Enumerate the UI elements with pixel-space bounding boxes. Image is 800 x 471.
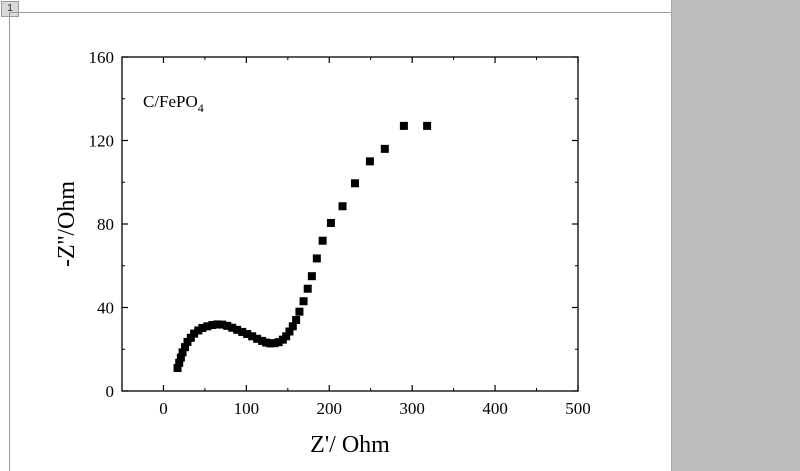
nyquist-plot: 0 100 200 300 400 500 0 40 80 120 160 C/FePO4 Z'/ …: [54, 48, 591, 458]
sample-annotation[interactable]: C/FePO4: [143, 92, 204, 115]
data-point[interactable]: [262, 338, 271, 347]
workspace-background: [672, 0, 800, 471]
data-point[interactable]: [285, 327, 294, 336]
data-point[interactable]: [178, 348, 187, 357]
data-point[interactable]: [303, 284, 312, 293]
data-point[interactable]: [213, 320, 222, 329]
x-tick-label: 500: [565, 399, 591, 418]
data-point[interactable]: [176, 353, 185, 362]
x-tick-label: 0: [159, 399, 168, 418]
data-point[interactable]: [223, 321, 232, 330]
y-tick-label: 160: [89, 48, 115, 67]
data-points: [173, 121, 432, 373]
data-point[interactable]: [228, 323, 237, 332]
graph-page: 1 0 100 200 300 400 500 0 40 80 120 160 C/FePO4 Z'…: [0, 0, 672, 471]
data-point[interactable]: [173, 364, 182, 373]
x-tick-label: 100: [234, 399, 260, 418]
data-point[interactable]: [312, 254, 321, 263]
data-point[interactable]: [203, 322, 212, 331]
data-point[interactable]: [198, 323, 207, 332]
graph-page-border: [9, 12, 671, 471]
data-point[interactable]: [338, 202, 347, 211]
data-point[interactable]: [208, 321, 217, 330]
data-point[interactable]: [282, 332, 291, 341]
x-axis-title[interactable]: Z'/ Ohm: [310, 432, 390, 458]
data-point[interactable]: [399, 121, 408, 130]
data-point[interactable]: [243, 330, 252, 339]
data-point[interactable]: [266, 339, 275, 348]
data-point[interactable]: [270, 339, 279, 348]
x-tick-label: 200: [317, 399, 343, 418]
data-point[interactable]: [258, 336, 267, 345]
data-point[interactable]: [380, 144, 389, 153]
x-tick-label: 300: [399, 399, 425, 418]
data-point[interactable]: [295, 307, 304, 316]
data-point[interactable]: [365, 157, 374, 166]
y-tick-label: 40: [97, 299, 114, 318]
data-point[interactable]: [218, 320, 227, 329]
data-point[interactable]: [175, 358, 184, 367]
data-point[interactable]: [326, 218, 335, 227]
data-point[interactable]: [318, 236, 327, 245]
x-tick-label: 400: [482, 399, 508, 418]
annotation-subscript: 4: [198, 101, 204, 115]
data-point[interactable]: [233, 325, 242, 334]
data-point[interactable]: [190, 329, 199, 338]
data-point[interactable]: [183, 337, 192, 346]
data-point[interactable]: [186, 333, 195, 342]
data-point[interactable]: [194, 326, 203, 335]
ticks: 0 100 200 300 400 500 0 40 80 120 160: [89, 48, 591, 418]
annotation-main: C/FePO: [143, 92, 198, 111]
data-point[interactable]: [253, 334, 262, 343]
y-tick-label: 80: [97, 215, 114, 234]
data-point[interactable]: [181, 343, 190, 352]
data-point[interactable]: [299, 297, 308, 306]
data-point[interactable]: [248, 332, 257, 341]
data-point[interactable]: [274, 338, 283, 347]
data-point[interactable]: [350, 179, 359, 188]
y-tick-label: 120: [89, 132, 115, 151]
data-point[interactable]: [288, 322, 297, 331]
data-point[interactable]: [307, 272, 316, 281]
y-axis-title[interactable]: -Z''/Ohm: [54, 181, 80, 267]
data-point[interactable]: [238, 327, 247, 336]
data-point[interactable]: [292, 316, 301, 325]
page-number-badge[interactable]: 1: [1, 1, 19, 17]
data-point[interactable]: [423, 121, 432, 130]
y-tick-label: 0: [106, 382, 115, 401]
